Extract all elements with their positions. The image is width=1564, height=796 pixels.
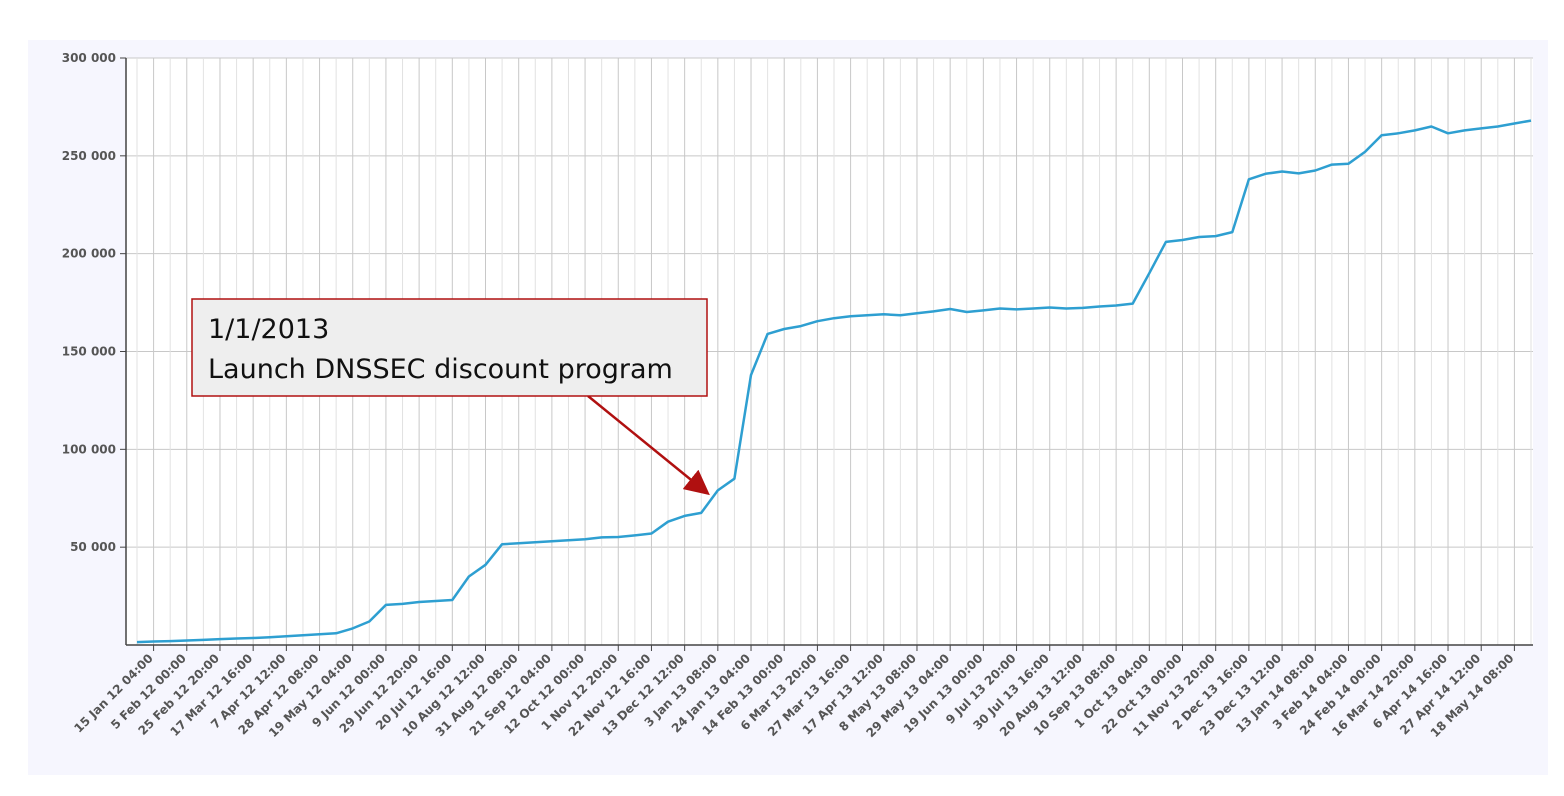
data-line	[136, 119, 1532, 644]
y-tick-label: 250 000	[62, 149, 116, 163]
annotation-line: 1/1/2013	[208, 314, 329, 345]
y-tick-label: 200 000	[62, 247, 116, 261]
y-tick-label: 150 000	[62, 345, 116, 359]
annotation-arrow	[587, 395, 710, 496]
y-tick-label: 50 000	[70, 540, 116, 554]
annotation: 1/1/2013 Launch DNSSEC discount program	[191, 298, 710, 496]
y-tick-label: 300 000	[62, 51, 116, 65]
annotation-box	[191, 298, 708, 397]
annotation-line: Launch DNSSEC discount program	[208, 354, 673, 385]
y-tick-label: 100 000	[62, 442, 116, 456]
